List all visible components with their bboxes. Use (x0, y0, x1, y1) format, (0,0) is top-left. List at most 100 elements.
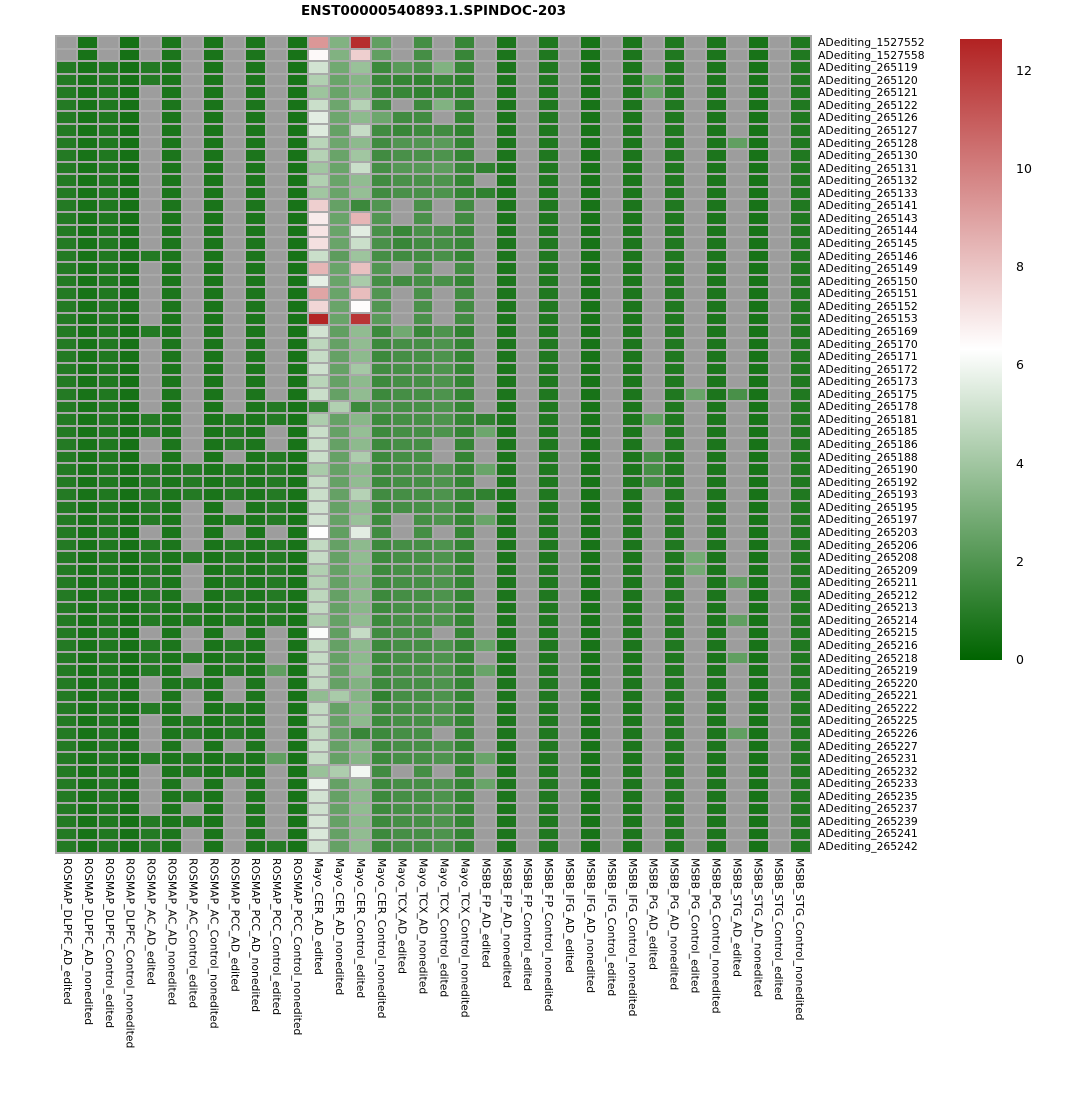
heatmap-cell (77, 678, 97, 689)
heatmap-cell (518, 552, 538, 563)
heatmap-cell (329, 552, 349, 563)
heatmap-cell (560, 640, 580, 651)
heatmap-cell (140, 527, 160, 538)
heatmap-cell (371, 225, 391, 237)
heatmap-cell (57, 376, 76, 387)
heatmap-cell (140, 426, 160, 438)
heatmap-cell (371, 124, 391, 136)
heatmap-cell (581, 238, 601, 249)
heatmap-cell (665, 678, 685, 689)
heatmap-cell (644, 690, 664, 702)
heatmap-cell (644, 137, 664, 149)
heatmap-cell (203, 841, 223, 852)
heatmap-cell (245, 326, 265, 337)
heatmap-cell (224, 288, 244, 299)
heatmap-cell (182, 690, 202, 702)
heatmap-cell (329, 715, 349, 727)
heatmap-cell (266, 37, 286, 48)
heatmap-cell (518, 439, 538, 450)
heatmap-cell (581, 288, 601, 299)
heatmap-cell (203, 665, 223, 677)
heatmap-cell (476, 439, 496, 450)
heatmap-cell (245, 37, 265, 48)
heatmap-cell (749, 753, 769, 764)
heatmap-cell (539, 376, 559, 387)
heatmap-cell (434, 715, 454, 727)
heatmap-cell (350, 137, 370, 149)
heatmap-cell (539, 577, 559, 589)
heatmap-cell (266, 778, 286, 790)
heatmap-cell (203, 388, 223, 400)
heatmap-cell (581, 577, 601, 589)
heatmap-cell (119, 376, 139, 387)
row-label: ADediting_265150 (818, 274, 918, 288)
heatmap-cell (770, 300, 790, 312)
heatmap-cell (665, 388, 685, 400)
heatmap-cell (413, 238, 433, 249)
heatmap-cell (245, 137, 265, 149)
row-label: ADediting_265219 (818, 664, 918, 678)
heatmap-cell (434, 37, 454, 48)
heatmap-cell (455, 401, 475, 413)
heatmap-cell (770, 288, 790, 299)
heatmap-cell (266, 112, 286, 123)
heatmap-cell (455, 615, 475, 626)
heatmap-cell (560, 803, 580, 815)
heatmap-cell (287, 577, 307, 589)
heatmap-cell (308, 778, 328, 790)
heatmap-cell (77, 338, 97, 350)
heatmap-cell (728, 539, 748, 551)
heatmap-cell (476, 778, 496, 790)
heatmap-cell (770, 778, 790, 790)
heatmap-cell (392, 313, 412, 325)
heatmap-cell (57, 564, 76, 576)
heatmap-cell (329, 740, 349, 752)
heatmap-cell (224, 690, 244, 702)
heatmap-cell (57, 162, 76, 174)
heatmap-cell (266, 753, 286, 764)
row-label: ADediting_265197 (818, 513, 918, 527)
heatmap-cell (644, 753, 664, 764)
heatmap-cell (602, 539, 622, 551)
heatmap-cell (308, 828, 328, 840)
heatmap-cell (770, 803, 790, 815)
heatmap-cell (392, 351, 412, 362)
heatmap-cell (119, 791, 139, 802)
heatmap-cell (413, 489, 433, 501)
heatmap-cell (203, 112, 223, 123)
heatmap-cell (287, 313, 307, 325)
heatmap-cell (371, 602, 391, 614)
heatmap-cell (644, 489, 664, 501)
heatmap-cell (371, 414, 391, 425)
heatmap-cell (140, 150, 160, 161)
heatmap-cell (203, 489, 223, 501)
column-label: ROSMAP_AC_Control_edited (186, 858, 200, 1009)
row-label: ADediting_265127 (818, 123, 918, 137)
heatmap-cell (770, 351, 790, 362)
heatmap-cell (392, 652, 412, 664)
heatmap-cell (371, 590, 391, 601)
heatmap-cell (791, 590, 810, 601)
heatmap-cell (287, 715, 307, 727)
heatmap-cell (665, 99, 685, 111)
heatmap-cell (224, 590, 244, 601)
heatmap-cell (57, 225, 76, 237)
heatmap-cell (644, 828, 664, 840)
heatmap-cell (245, 275, 265, 287)
heatmap-cell (665, 300, 685, 312)
heatmap-cell (266, 715, 286, 727)
heatmap-cell (182, 313, 202, 325)
heatmap-cell (224, 414, 244, 425)
column-label: ROSMAP_PCC_Control_edited (270, 858, 284, 1016)
heatmap-cell (413, 778, 433, 790)
heatmap-cell (77, 615, 97, 626)
heatmap-cell (98, 124, 118, 136)
heatmap-cell (476, 464, 496, 475)
heatmap-cell (539, 263, 559, 274)
heatmap-cell (392, 162, 412, 174)
heatmap-cell (728, 376, 748, 387)
heatmap-cell (644, 476, 664, 488)
heatmap-cell (77, 150, 97, 161)
heatmap-cell (581, 703, 601, 714)
heatmap-cell (77, 112, 97, 123)
